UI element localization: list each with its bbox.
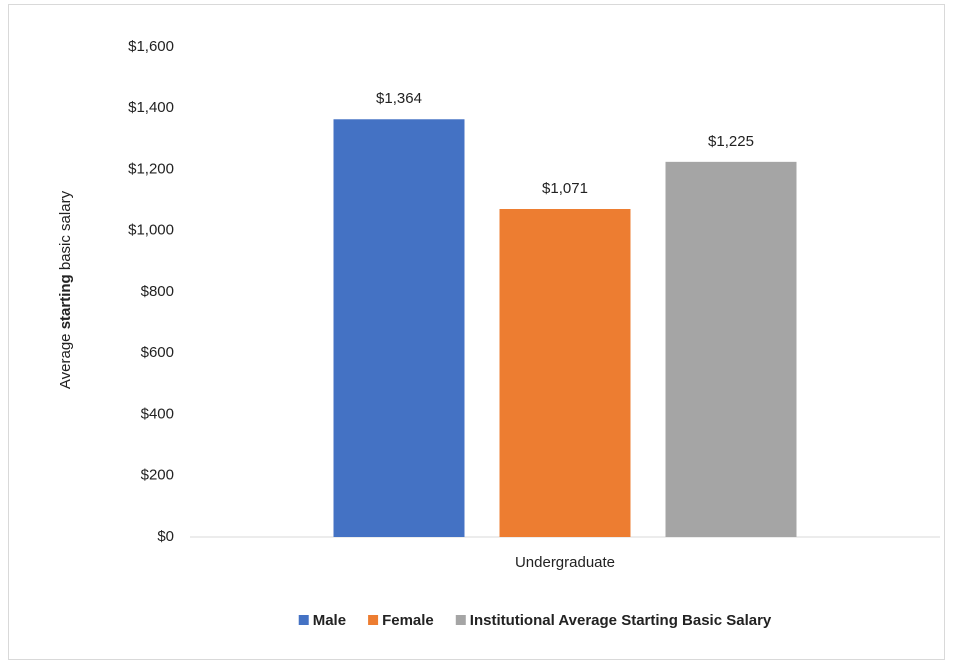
legend-label: Male bbox=[313, 612, 346, 629]
y-tick-label: $1,400 bbox=[128, 99, 174, 116]
y-tick-label: $1,000 bbox=[128, 222, 174, 239]
data-label: $1,225 bbox=[708, 133, 754, 150]
bar bbox=[499, 209, 631, 537]
legend-swatch bbox=[455, 615, 466, 625]
legend-swatch bbox=[368, 615, 379, 625]
y-tick-label: $1,600 bbox=[128, 38, 174, 55]
y-tick-label: $1,200 bbox=[128, 160, 174, 177]
y-tick-label: $0 bbox=[157, 528, 174, 545]
data-label: $1,364 bbox=[376, 90, 422, 107]
y-axis-label: Average starting basic salary bbox=[57, 190, 74, 389]
y-tick-label: $200 bbox=[141, 467, 174, 484]
legend-label: Institutional Average Starting Basic Sal… bbox=[470, 612, 772, 629]
bar bbox=[333, 119, 465, 538]
legend-swatch bbox=[298, 615, 309, 625]
x-tick-label: Undergraduate bbox=[515, 554, 615, 571]
bar bbox=[665, 161, 797, 537]
y-tick-label: $800 bbox=[141, 283, 174, 300]
legend-label: Female bbox=[382, 612, 434, 629]
y-tick-label: $400 bbox=[141, 405, 174, 422]
y-tick-label: $600 bbox=[141, 344, 174, 361]
data-label: $1,071 bbox=[542, 180, 588, 197]
